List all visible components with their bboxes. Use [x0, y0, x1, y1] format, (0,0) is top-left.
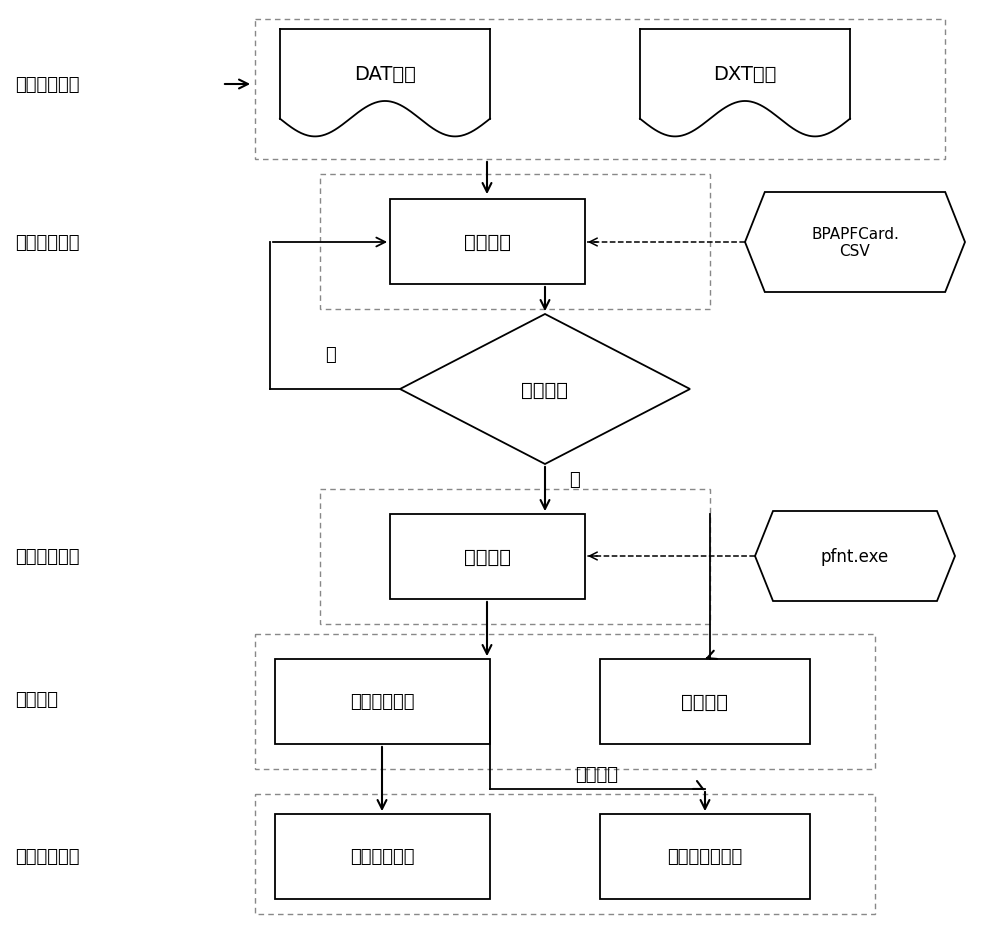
Bar: [640, 30, 850, 120]
Bar: [320, 174, 710, 310]
Text: 参数校核模块: 参数校核模块: [15, 234, 80, 251]
Text: 可视化图形展示: 可视化图形展示: [667, 847, 743, 866]
Bar: [280, 30, 490, 120]
Bar: [320, 489, 710, 625]
Bar: [275, 814, 490, 899]
Text: BPAPFCard.
CSV: BPAPFCard. CSV: [811, 226, 899, 259]
Polygon shape: [745, 193, 965, 292]
Bar: [600, 814, 810, 899]
Text: pfnt.exe: pfnt.exe: [821, 548, 889, 565]
Text: 关联结果: 关联结果: [576, 766, 618, 783]
Text: 是: 是: [570, 470, 580, 488]
Text: 潮流计算模块: 潮流计算模块: [15, 548, 80, 565]
Bar: [390, 514, 585, 599]
Text: 图形解析: 图形解析: [682, 692, 728, 711]
Bar: [390, 200, 585, 285]
Bar: [275, 659, 490, 744]
Text: DXT文件: DXT文件: [713, 65, 777, 84]
Text: 结果展示模块: 结果展示模块: [15, 847, 80, 865]
Text: 统计分析结果: 统计分析结果: [350, 847, 415, 866]
Text: 潮流计算: 潮流计算: [464, 548, 511, 566]
Text: 解析模块: 解析模块: [15, 690, 58, 708]
Text: DAT文件: DAT文件: [354, 65, 416, 84]
Bar: [255, 635, 875, 769]
Text: 是否合理: 是否合理: [522, 380, 568, 399]
Text: 否: 否: [325, 345, 335, 364]
Bar: [255, 20, 945, 160]
Text: 潮流结果解析: 潮流结果解析: [350, 693, 415, 711]
Text: 数据输入模块: 数据输入模块: [15, 76, 80, 94]
Polygon shape: [400, 315, 690, 465]
Text: 参数校核: 参数校核: [464, 233, 511, 251]
Bar: [600, 659, 810, 744]
Bar: [255, 794, 875, 914]
Polygon shape: [755, 511, 955, 601]
